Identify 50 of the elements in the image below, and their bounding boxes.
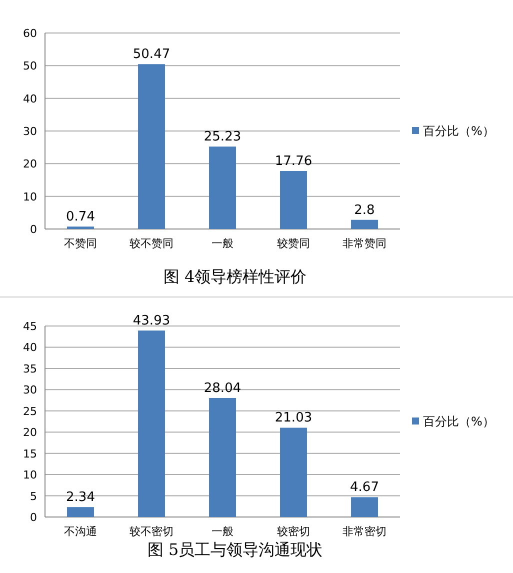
bar [280, 170, 307, 229]
data-label: 4.67 [350, 480, 379, 496]
y-tick-label: 40 [23, 341, 37, 354]
data-label: 28.04 [204, 380, 242, 396]
y-tick-label: 25 [23, 404, 37, 418]
bar [209, 146, 236, 229]
y-tick-label: 30 [23, 384, 37, 397]
y-tick-label: 60 [23, 27, 37, 40]
bar [209, 398, 236, 517]
data-label: 21.03 [274, 410, 312, 426]
data-label: 2.34 [66, 490, 95, 506]
y-tick-label: 0 [30, 511, 37, 524]
text: 图 4领导榜样性评价 [163, 267, 307, 286]
x-tick-label: 较不赞同 [130, 237, 174, 250]
y-tick-label: 10 [23, 190, 37, 204]
y-tick-label: 10 [23, 468, 37, 482]
y-tick-label: 20 [23, 158, 37, 171]
bar [138, 64, 165, 229]
legend-label: 百分比（%） [423, 414, 494, 428]
bar [351, 220, 378, 229]
y-tick-label: 50 [23, 60, 37, 73]
data-label: 17.76 [274, 154, 312, 169]
legend-label: 百分比（%） [423, 124, 494, 138]
x-tick-label: 较密切 [277, 525, 310, 538]
data-label: 0.74 [66, 210, 95, 225]
y-tick-label: 20 [23, 426, 37, 440]
y-tick-label: 0 [30, 223, 37, 236]
x-tick-label: 较赞同 [277, 237, 310, 250]
y-tick-label: 40 [23, 92, 37, 106]
text: 图 5员工与领导沟通现状 [147, 540, 323, 559]
y-tick-label: 30 [23, 125, 37, 138]
x-tick-label: 一般 [212, 525, 234, 538]
bar [67, 507, 94, 517]
x-tick-label: 不沟通 [64, 525, 97, 538]
y-tick-label: 35 [23, 362, 37, 376]
x-tick-label: 较不密切 [130, 525, 174, 538]
x-tick-label: 非常密切 [342, 525, 386, 538]
x-tick-label: 一般 [212, 237, 234, 250]
data-label: 25.23 [204, 130, 242, 145]
data-label: 2.8 [354, 202, 375, 218]
data-label: 43.93 [132, 314, 170, 329]
bar [138, 330, 165, 517]
data-label: 50.47 [132, 47, 170, 62]
x-tick-label: 非常赞同 [342, 237, 386, 250]
bar [280, 428, 307, 517]
y-tick-label: 15 [23, 447, 37, 460]
bar [351, 497, 378, 517]
y-tick-label: 45 [23, 320, 37, 333]
x-tick-label: 不赞同 [64, 237, 97, 250]
y-tick-label: 5 [30, 490, 37, 503]
